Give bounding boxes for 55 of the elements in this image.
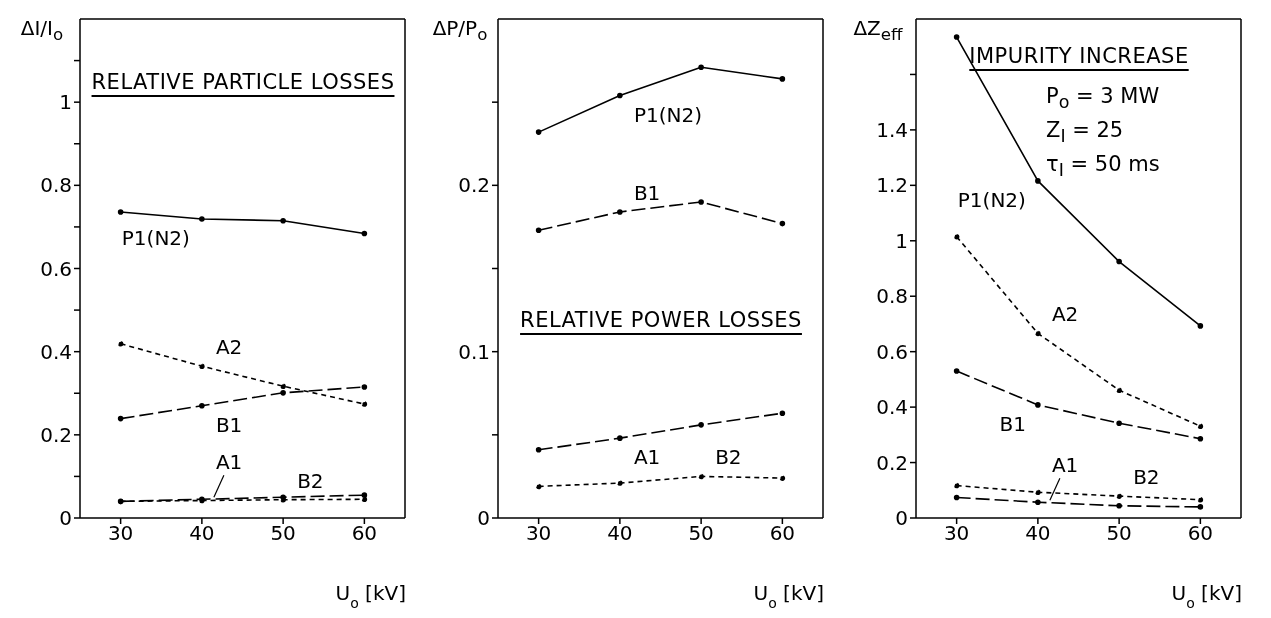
- x-tick-label: 50: [688, 521, 714, 546]
- y-tick-label: 0.4: [40, 339, 72, 364]
- series-label: B1: [215, 412, 243, 437]
- series-label: P1(N2): [957, 187, 1026, 212]
- series-label: A2: [215, 335, 243, 360]
- y-tick-label: 1.2: [876, 173, 908, 198]
- y-tick-label: 1: [59, 90, 72, 115]
- annotation: P$_{o}$ = 3 MW: [1046, 84, 1160, 113]
- annotation: Z$_{I}$ = 25: [1046, 118, 1124, 147]
- series-label: A1: [633, 445, 661, 470]
- series-label: P1(N2): [633, 102, 702, 127]
- y-tick-label: 0.6: [876, 339, 908, 364]
- series-label: A1: [1051, 453, 1079, 478]
- x-tick-label: 50: [1106, 521, 1132, 546]
- y-tick-label: 0: [477, 506, 490, 531]
- series-label: B1: [633, 180, 661, 205]
- y-tick-label: 0.1: [458, 339, 490, 364]
- y-tick-label: 0: [59, 506, 72, 531]
- x-axis-title: U$_{o}$ [kV]: [753, 581, 824, 611]
- y-tick-label: 0.2: [458, 173, 490, 198]
- series-label: B2: [297, 468, 324, 493]
- annotation: τ$_{I}$ = 50 ms: [1046, 152, 1160, 181]
- x-tick-label: 30: [525, 521, 552, 546]
- x-axis-title: U$_{o}$ [kV]: [335, 581, 406, 611]
- text: IMPURITY INCREASE: [969, 44, 1189, 68]
- x-tick-label: 30: [943, 521, 970, 546]
- x-axis-title: U$_{o}$ [kV]: [1171, 581, 1242, 611]
- series-label: B2: [715, 445, 742, 470]
- y-tick-label: 0.8: [876, 284, 908, 309]
- text: RELATIVE POWER LOSSES: [520, 308, 802, 332]
- y-tick-label: 0: [895, 506, 908, 531]
- x-tick-label: 60: [1187, 521, 1214, 546]
- series-label: A2: [1051, 302, 1079, 327]
- text: RELATIVE PARTICLE LOSSES: [91, 70, 395, 94]
- x-tick-label: 50: [270, 521, 296, 546]
- series-label: P1(N2): [121, 226, 190, 251]
- y-axis-title: ΔZ$_{eff}$: [853, 16, 903, 44]
- series-label: B2: [1133, 465, 1160, 490]
- x-tick-label: 40: [1025, 521, 1051, 546]
- y-tick-label: 0.6: [40, 256, 72, 281]
- series-label: A1: [215, 450, 243, 475]
- y-tick-label: 0.2: [40, 422, 72, 447]
- series-label: B1: [999, 411, 1026, 436]
- y-axis-title: ΔI/I$_{o}$: [20, 16, 64, 44]
- x-tick-label: 60: [769, 521, 796, 546]
- y-tick-label: 0.2: [876, 450, 908, 475]
- x-tick-label: 40: [189, 521, 215, 546]
- x-tick-label: 60: [351, 521, 378, 546]
- y-tick-label: 1.4: [876, 117, 908, 142]
- y-tick-label: 0.4: [876, 395, 908, 420]
- x-tick-label: 30: [107, 521, 134, 546]
- y-tick-label: 0.8: [40, 173, 72, 198]
- y-tick-label: 1: [895, 228, 908, 253]
- y-axis-title: ΔP/P$_{o}$: [432, 16, 488, 44]
- x-tick-label: 40: [607, 521, 633, 546]
